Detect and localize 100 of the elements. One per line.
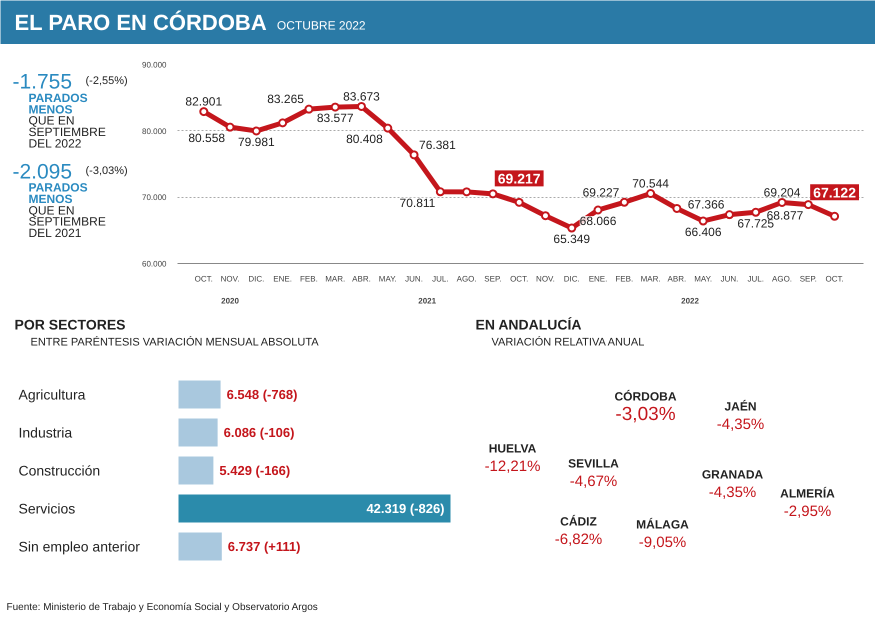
- data-label: 83.577: [316, 111, 354, 126]
- point: [594, 206, 603, 214]
- data-label: 69.227: [582, 185, 620, 200]
- chart-subtitle: OCTUBRE 2022: [276, 18, 366, 32]
- point: [356, 102, 366, 111]
- data-label: 82.901: [185, 94, 222, 109]
- text: QUE EN SEPTIEMBRE DEL 2022: [28, 114, 106, 150]
- source-note: Fuente: Ministerio de Trabajo y Economía Social y Observatorio Argos: [6, 602, 318, 613]
- x-tick-label: OCT.: [194, 274, 213, 284]
- category-label: SEVILLA: [568, 456, 620, 470]
- category-label: CÁDIZ: [560, 514, 597, 528]
- point: [778, 198, 787, 207]
- text: (-3,03%): [86, 164, 128, 177]
- y-tick-label: 60.000: [142, 260, 168, 268]
- data-label: 69.204: [764, 185, 801, 200]
- chart-title: POR SECTORES: [14, 316, 126, 332]
- y-tick-label: 70.000: [142, 193, 168, 202]
- data-label: 66.406: [684, 225, 722, 240]
- point: [672, 204, 682, 213]
- point: [698, 216, 708, 226]
- x-tick-label: JUN.: [720, 274, 738, 284]
- text: QUE EN SEPTIEMBRE DEL 2021: [28, 203, 106, 240]
- x-tick-label: JUN.: [405, 274, 423, 284]
- data-label: 42.319 (-826): [366, 501, 445, 516]
- data-label: 80.408: [346, 132, 384, 146]
- bar: [178, 456, 214, 484]
- x-tick-label: AGO.: [456, 274, 477, 284]
- point: [226, 122, 235, 132]
- chart-title: EL PARO EN CÓRDOBA: [14, 10, 267, 35]
- data-label: 83.673: [343, 89, 380, 104]
- text: (-2,55%): [86, 75, 128, 88]
- x-tick-label: AGO.: [772, 274, 792, 284]
- point: [567, 224, 576, 233]
- point: [278, 118, 288, 128]
- chart-subtitle: ENTRE PARÉNTESIS VARIACIÓN MENSUAL ABSOLUTA: [30, 336, 320, 348]
- data-label: 83.265: [267, 92, 304, 106]
- point: [751, 208, 760, 217]
- text: VARIACIÓN RELATIVA ANUAL: [492, 336, 644, 348]
- point: [488, 189, 498, 198]
- point: [383, 124, 392, 133]
- category-label: JAÉN: [724, 400, 757, 414]
- point: [252, 126, 261, 136]
- data-label: 67.366: [688, 198, 725, 212]
- x-tick-label: MAR.: [325, 274, 346, 284]
- x-tick-label: SEP.: [484, 274, 502, 284]
- point: [199, 107, 208, 116]
- x-tick-label: ABR.: [352, 274, 371, 284]
- point: [830, 212, 840, 221]
- text: PARADOS MENOS: [28, 180, 88, 206]
- data-label: -6,82%: [554, 531, 602, 548]
- annotation: 69.217: [498, 170, 541, 186]
- x-tick-label: FEB.: [615, 274, 634, 284]
- category-label: MÁLAGA: [636, 518, 690, 532]
- data-label: 70.544: [632, 176, 670, 191]
- point: [462, 187, 472, 196]
- y-tick-label: 80.000: [142, 126, 168, 136]
- text: 2021: [418, 296, 437, 306]
- data-label: 6.548 (-768): [226, 387, 298, 402]
- x-tick-label: OCT.: [510, 274, 528, 284]
- point: [410, 150, 419, 160]
- x-tick-label: DIC.: [248, 274, 264, 284]
- y-tick-label: Sin empleo anterior: [18, 538, 140, 554]
- x-tick-label: FEB.: [300, 274, 318, 284]
- bar: [178, 418, 218, 446]
- y-tick-label: Agricultura: [18, 386, 86, 402]
- data-label: 76.381: [419, 138, 456, 152]
- data-label: 79.981: [238, 134, 276, 149]
- data-label: 68.066: [580, 214, 617, 228]
- x-tick-label: MAY.: [378, 274, 397, 284]
- bar: [178, 380, 221, 408]
- data-label: -4,67%: [570, 473, 618, 490]
- x-tick-label: JUL.: [432, 274, 449, 284]
- x-tick-label: NOV.: [220, 274, 240, 284]
- data-label: 6.737 (+111): [228, 539, 300, 554]
- x-tick-label: MAR.: [640, 274, 661, 284]
- point: [646, 189, 656, 198]
- annotation: 67.122: [813, 184, 856, 200]
- point: [514, 198, 524, 207]
- data-label: -12,21%: [484, 458, 540, 475]
- category-label: ALMERÍA: [780, 486, 836, 500]
- point: [304, 104, 314, 114]
- text: 2022: [681, 296, 700, 306]
- y-tick-label: Servicios: [18, 500, 76, 516]
- data-label: 65.349: [553, 232, 590, 246]
- x-tick-label: ENE.: [273, 274, 292, 284]
- x-tick-label: MAY.: [694, 274, 712, 284]
- data-label: -3,03%: [615, 404, 676, 425]
- bar: [178, 532, 222, 560]
- point: [724, 210, 734, 220]
- y-tick-label: Construcción: [18, 462, 100, 478]
- x-tick-label: DIC.: [564, 274, 580, 284]
- category-label: CÓRDOBA: [614, 390, 677, 404]
- point: [436, 187, 445, 196]
- x-tick-label: SEP.: [800, 274, 817, 284]
- data-label: 5.429 (-166): [219, 463, 290, 478]
- x-tick-label: NOV.: [536, 274, 555, 284]
- data-label: -9,05%: [638, 534, 686, 551]
- point: [620, 198, 629, 207]
- data-label: 80.558: [188, 131, 226, 146]
- x-tick-label: ABR.: [668, 274, 686, 284]
